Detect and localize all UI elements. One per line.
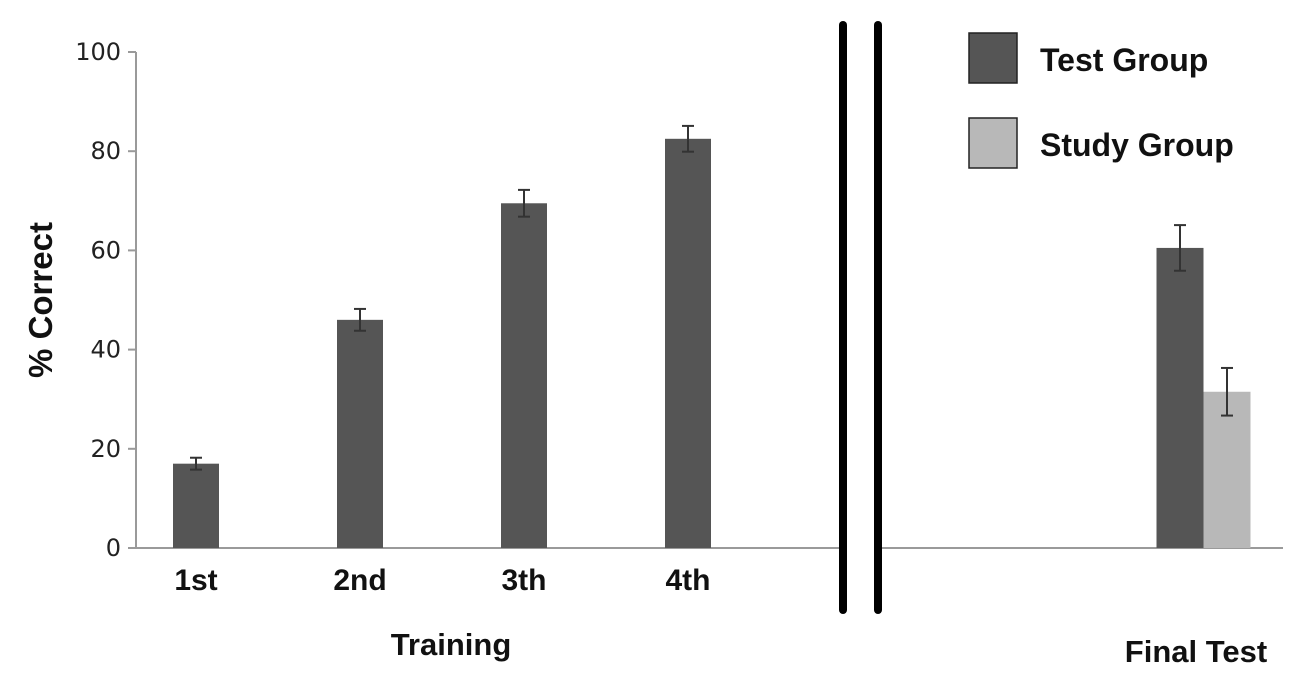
bar-test-group — [1156, 247, 1204, 549]
legend-swatch-test-group — [968, 32, 1018, 84]
legend: Test Group Study Group — [968, 32, 1234, 169]
chart-marks: 0 20 40 60 80 100 1st 2nd 3th 4th — [75, 21, 1283, 614]
x-category-label: 3th — [502, 564, 547, 597]
y-tick-label: 100 — [75, 38, 121, 66]
y-tick-label: 80 — [90, 137, 121, 165]
x-category-label: 1st — [174, 564, 217, 597]
bar-test-group — [665, 138, 711, 549]
y-tick-label: 20 — [90, 435, 121, 463]
final-test-panel-label: Final Test — [1125, 634, 1267, 669]
x-category-label: 2nd — [333, 564, 386, 597]
bar-study-group — [1203, 391, 1251, 548]
y-tick-label: 0 — [106, 534, 121, 562]
training-panel-label: Training — [391, 627, 512, 662]
bar-test-group — [173, 463, 219, 548]
y-tick-label: 40 — [90, 336, 121, 364]
legend-swatch-study-group — [968, 117, 1018, 169]
x-category-label: 4th — [666, 564, 711, 597]
legend-label-test-group: Test Group — [1040, 42, 1208, 78]
bar-test-group — [337, 319, 383, 548]
y-tick-label: 60 — [90, 236, 121, 264]
bar-test-group — [501, 203, 547, 548]
legend-label-study-group: Study Group — [1040, 127, 1234, 163]
y-axis-title: % Correct — [22, 222, 59, 378]
